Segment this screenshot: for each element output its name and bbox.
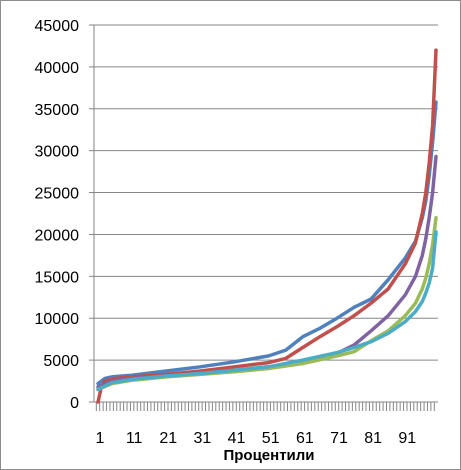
y-tick-label: 35000 bbox=[35, 102, 80, 119]
x-tick-label: 61 bbox=[296, 430, 314, 447]
y-tick-label: 40000 bbox=[35, 60, 80, 77]
y-tick-label: 10000 bbox=[35, 311, 80, 328]
x-tick-label: 51 bbox=[262, 430, 280, 447]
x-tick-label: 41 bbox=[228, 430, 246, 447]
y-tick-label: 15000 bbox=[35, 269, 80, 286]
series-line-5 bbox=[96, 230, 438, 392]
series-lines bbox=[96, 48, 438, 404]
y-tick-label: 20000 bbox=[35, 227, 80, 244]
x-tick-label: 91 bbox=[398, 430, 416, 447]
tick-labels: 0 5000 10000 15000 20000 25000 30000 35000 40000… bbox=[35, 18, 417, 447]
x-tick-label: 21 bbox=[159, 430, 177, 447]
axes bbox=[89, 24, 438, 411]
series-line-3 bbox=[96, 154, 438, 389]
gridlines bbox=[94, 24, 438, 361]
series-line-1 bbox=[96, 100, 438, 386]
x-tick-label: 71 bbox=[330, 430, 348, 447]
y-tick-label: 45000 bbox=[35, 18, 80, 35]
y-tick-label: 0 bbox=[70, 395, 79, 412]
series-line-2 bbox=[96, 48, 438, 404]
x-tick-label: 1 bbox=[96, 430, 105, 447]
x-tick-label: 81 bbox=[364, 430, 382, 447]
y-tick-label: 5000 bbox=[43, 353, 79, 370]
x-tick-label: 11 bbox=[126, 430, 143, 447]
y-tick-label: 30000 bbox=[35, 144, 80, 161]
x-axis-title: Процентили bbox=[223, 447, 314, 464]
x-tick-label: 31 bbox=[194, 430, 212, 447]
y-tick-label: 25000 bbox=[35, 186, 80, 203]
